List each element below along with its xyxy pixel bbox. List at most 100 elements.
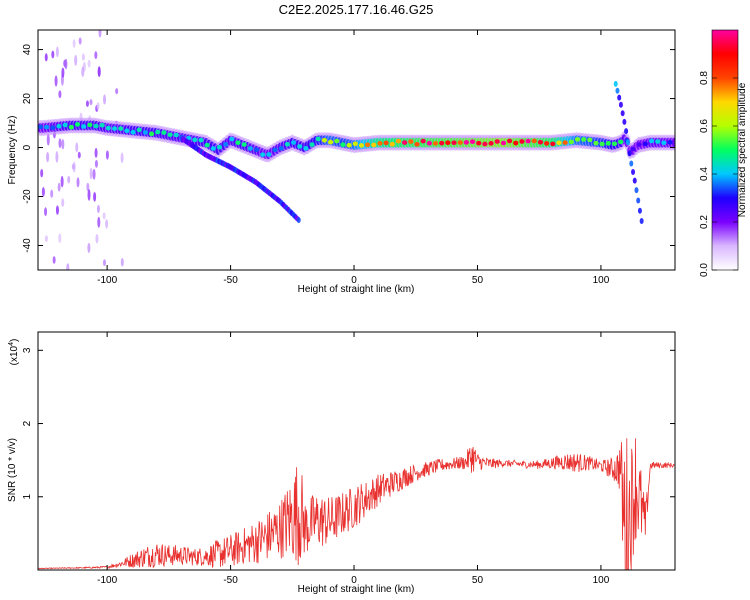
spectrogram-peak [402,140,408,145]
spectrogram-peak [630,146,636,152]
spectrogram-branch [617,94,622,101]
spectrogram-noise [105,219,109,229]
spectrogram-noise [52,256,56,264]
spectrogram-peak [352,141,358,147]
spectrogram-peak [574,137,581,142]
spectrogram-branch [631,169,636,176]
spectrogram-noise [55,46,59,58]
spectrogram-peak [661,140,667,146]
spectrogram-peak [488,141,494,146]
snr-plot-frame [37,331,676,571]
spectrogram-peak [537,140,544,145]
spectrogram-y-tick-label: 0 [22,144,33,150]
spectrogram-peak [223,142,229,147]
spectrogram-peak [68,124,74,130]
spectrogram-peak [235,140,241,145]
spectrogram-peak [494,139,500,144]
spectrogram-noise [46,151,50,163]
spectrogram-peak [142,130,149,135]
snr-y-tick-label: 1 [22,494,33,500]
spectrogram-peak [62,122,68,128]
spectrogram-noise [94,51,98,60]
spectrogram-peak [44,124,50,130]
spectrogram-noise [94,147,98,158]
spectrogram-noise [87,242,91,253]
spectrogram-noise [76,177,80,188]
spectrogram-peak [105,125,111,131]
spectrogram-peak [315,136,321,142]
spectrogram-noise [96,102,100,110]
spectrogram-noise [44,207,48,216]
spectrogram-peak [655,139,661,144]
spectrogram-branch [632,177,637,184]
spectrogram-peak [556,140,562,146]
spectrogram-noise [41,186,45,197]
spectrogram-noise [57,182,61,192]
snr-scale-base: (x10 [9,345,20,365]
spectrogram-peak [457,140,463,145]
spectrogram-y-tick-label: 20 [22,93,33,105]
spectrogram-peak [266,152,272,157]
spectrogram-peak [365,142,371,148]
spectrogram-noise [93,191,97,202]
spectrogram-branch [615,87,620,94]
spectrogram-branch [620,110,625,117]
spectrogram-noise [97,216,101,228]
spectrogram-peak [377,141,383,146]
spectrogram-noise [95,233,99,244]
spectrogram-noise [55,151,59,163]
spectrogram-branch [622,118,627,125]
spectrogram-peak [587,137,593,143]
spectrogram-noise [55,205,59,215]
spectrogram-noise [54,75,58,87]
spectrogram-peak [593,140,599,146]
spectrogram-peak [327,139,334,145]
colorbar-label: Normalized spectral amplitude [737,82,748,217]
spectrogram-noise [115,88,119,95]
spectrogram-noise [74,54,78,66]
spectrogram-peak [445,140,451,145]
spectrogram-noise [75,142,79,153]
spectrogram-peak [550,141,556,147]
spectrogram-noise [105,150,109,160]
spectrogram-peak [241,142,247,147]
spectrogram-peak [463,140,469,145]
snr-line-layer [38,438,675,570]
spectrogram-peak [618,139,624,145]
spectrogram-noise [61,138,65,150]
spectrogram-branch [625,139,630,146]
spectrogram-peak [562,140,568,145]
spectrogram-noise [87,189,91,201]
spectrogram-noise [50,189,54,198]
spectrogram-noise [58,90,62,99]
spectrogram-branch [634,187,639,194]
spectrogram-peak [74,122,81,127]
spectrogram-branch [636,197,641,204]
spectrogram-peak [99,122,105,128]
spectrogram-peak [38,124,44,130]
spectrogram-peak [167,132,173,138]
spectrogram-y-ticks: -40 -20 0 20 40 [22,44,675,253]
spectrogram-x-tick-label: 100 [593,275,610,286]
spectrogram-peak [519,139,525,144]
spectrogram-peak [192,137,198,143]
spectrogram-peak [260,152,266,157]
spectrogram-noise [60,175,64,188]
spectrogram-peak [544,141,550,146]
spectrogram-noise [81,66,85,78]
spectrogram-peak [500,140,507,146]
spectrogram-noise [85,100,89,107]
spectrogram-peak [198,137,204,143]
snr-x-tick-label: -100 [97,575,117,586]
spectrogram-branch [627,150,632,157]
spectrogram-noise [92,168,96,180]
spectrogram-branch [639,218,644,225]
spectrogram-heat-layer [38,30,675,270]
spectrogram-peak [358,143,365,148]
spectrogram-peak [210,146,216,151]
snr-x-tick-label: 100 [593,575,610,586]
spectrogram-peak [216,144,223,150]
spectrogram-peak [309,142,315,147]
snr-panel: -100 -50 0 50 100 1 2 3 Height of straight lin… [7,331,676,595]
